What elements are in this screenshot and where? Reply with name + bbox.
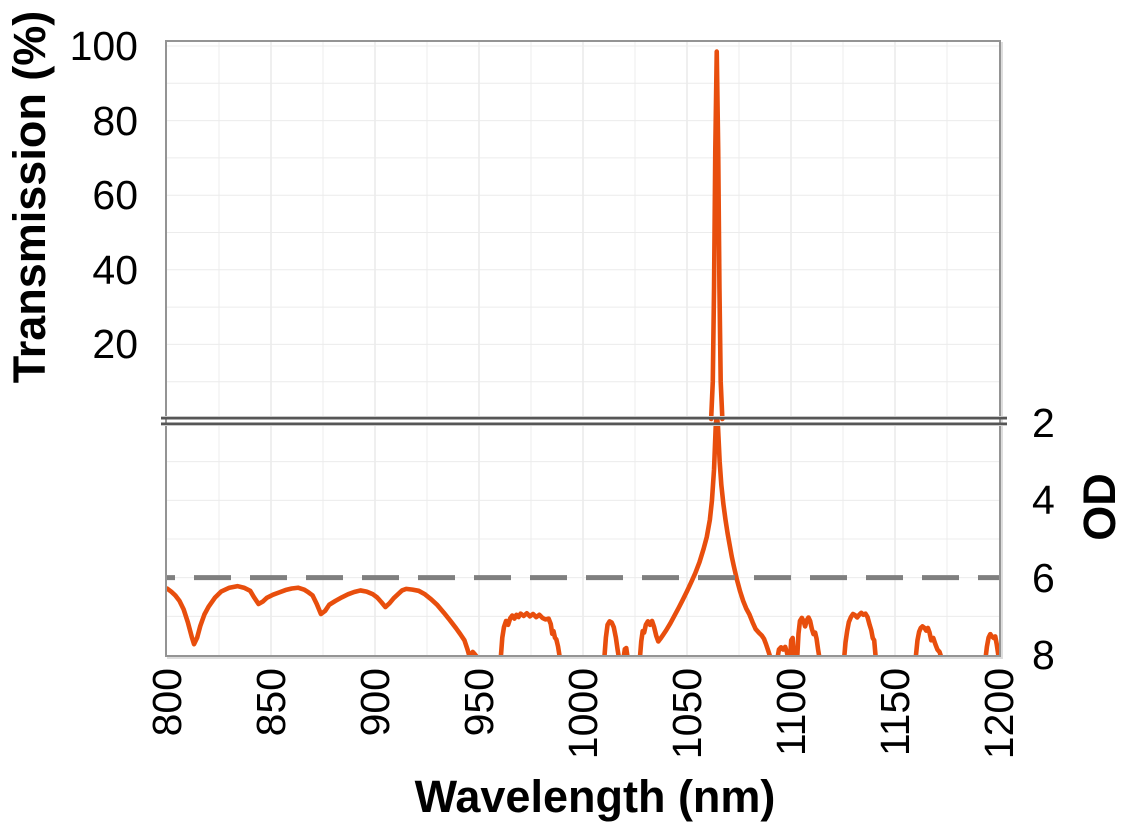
y-tick-transmission: 40 [92, 246, 138, 293]
x-tick-wavelength: 1150 [872, 668, 918, 757]
od-blocking-curve [637, 417, 773, 655]
y-tick-od: 4 [1032, 477, 1055, 524]
y-tick-od: 8 [1032, 632, 1055, 678]
od-blocking-curve [795, 615, 822, 655]
transmission-peak [708, 49, 725, 422]
x-tick-wavelength: 1000 [560, 668, 606, 760]
x-tick-wavelength: 850 [248, 668, 294, 737]
x-tick-wavelength: 1200 [976, 668, 1022, 760]
od-blocking-curve [621, 645, 630, 655]
x-axis-title: Wavelength (nm) [414, 771, 776, 822]
x-tick-wavelength: 950 [456, 668, 502, 737]
x-tick-wavelength: 1050 [664, 668, 710, 760]
axis-break-lines [161, 416, 1007, 427]
transmission-panel [167, 42, 999, 422]
od-blocking-curve [842, 610, 878, 655]
y-tick-od: 2 [1032, 400, 1055, 446]
y-tick-transmission: 80 [92, 97, 138, 144]
od-blocking-curve [775, 644, 790, 655]
x-tick-wavelength: 900 [352, 668, 398, 737]
od-blocking-curve [167, 583, 479, 655]
od-panel [167, 417, 999, 655]
od-blocking-curve [983, 631, 999, 655]
y-tick-transmission: 60 [92, 172, 138, 219]
y-tick-transmission: 20 [92, 321, 138, 368]
od-blocking-curve [602, 619, 621, 655]
y-tick-od: 6 [1032, 554, 1055, 601]
od-blocking-curve [913, 624, 943, 655]
x-tick-wavelength: 800 [144, 668, 190, 737]
y-tick-transmission: 100 [69, 23, 138, 69]
x-tick-wavelength: 1100 [768, 668, 814, 757]
od-blocking-curve [787, 635, 797, 655]
od-blocking-curve [498, 610, 562, 655]
